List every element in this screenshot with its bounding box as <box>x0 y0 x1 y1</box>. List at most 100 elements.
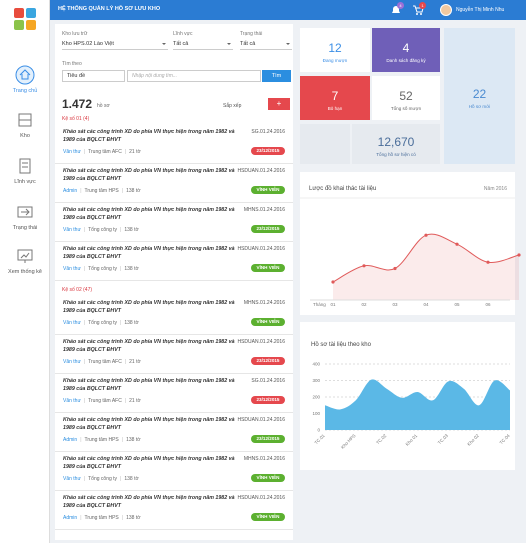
record-pages: 138 tờ <box>124 227 139 233</box>
y-tick-label: 300 <box>312 378 320 383</box>
field-select[interactable]: Tất cả <box>173 40 233 50</box>
record-unit: Tổng công ty <box>88 476 118 482</box>
y-tick-label: 400 <box>312 362 320 367</box>
record-unit: Trung tâm HPS <box>84 188 119 194</box>
stat-card: 22 Hồ sơ mới <box>444 28 515 164</box>
line-area <box>333 234 519 300</box>
avatar[interactable] <box>440 4 452 16</box>
record-title: Khảo sát các công trình XD do phía VN th… <box>63 417 235 431</box>
area <box>325 379 510 430</box>
nav-item[interactable]: Xem thống kê <box>8 269 42 275</box>
status-icon[interactable] <box>17 204 33 220</box>
record-unit: hồ sơ <box>97 103 110 109</box>
separator: | <box>83 320 86 326</box>
cart-badge: 1 <box>419 2 426 9</box>
home-icon[interactable] <box>15 65 35 85</box>
filter-label: Kho lưu trữ <box>62 31 88 37</box>
filter-label: Trạng thái <box>240 31 263 37</box>
separator: | <box>83 398 86 404</box>
stat-value: 22 <box>472 87 487 101</box>
separator: | <box>120 266 122 272</box>
store-icon[interactable] <box>17 112 33 128</box>
record-title: Khảo sát các công trình XD do phía VN th… <box>63 246 235 260</box>
record-unit: Tổng công ty <box>88 266 118 272</box>
stat-label: Hồ sơ mới <box>468 104 491 109</box>
stats-icon[interactable] <box>17 248 33 264</box>
record-title: Khảo sát các công trình XD do phía VN th… <box>63 129 235 143</box>
search-button[interactable]: Tìm <box>262 70 291 82</box>
record-badge: VĨNH VIỄN <box>251 264 285 272</box>
record-item[interactable]: Khảo sát các công trình XD do phía VN th… <box>55 242 293 281</box>
stat-label: Tổng số mượn <box>390 106 422 111</box>
chart-title: Lược đồ khai thác tài liệu <box>309 186 376 192</box>
separator: | <box>83 266 86 272</box>
record-code: HSDUAN.01.24.2016 <box>237 168 285 174</box>
record-badge: 23/12/2015 <box>251 225 285 233</box>
record-code: HSDUAN.01.24.2016 <box>237 495 285 501</box>
record-item[interactable]: Khảo sát các công trình XD do phía VN th… <box>55 203 293 242</box>
logo <box>14 8 36 30</box>
nav-item[interactable]: Kho <box>20 133 30 139</box>
store-select[interactable]: Kho HPS.02 Lào Việt <box>62 40 168 50</box>
record-item[interactable]: Khảo sát các công trình XD do phía VN th… <box>55 413 293 452</box>
y-tick-label: 0 <box>317 428 320 433</box>
record-owner: Admin <box>63 515 78 521</box>
record-owner: Văn thư <box>63 266 81 272</box>
record-meta: Văn thư | Trung tâm AFC | 21 tờ <box>63 359 141 365</box>
record-pages: 21 tờ <box>129 359 141 365</box>
user-name[interactable]: Nguyễn Thị Minh Nhu <box>456 7 505 13</box>
nav-item[interactable]: Lĩnh vực <box>14 179 36 185</box>
nav-item[interactable]: Trạng thái <box>12 225 38 231</box>
record-badge: VĨNH VIỄN <box>251 186 285 194</box>
search-input[interactable]: Nhập nội dung tìm... <box>127 70 261 82</box>
nav-item[interactable]: Trang chủ <box>12 88 38 94</box>
data-point <box>424 233 428 237</box>
data-point <box>455 242 459 246</box>
record-unit: Trung tâm AFC <box>88 149 122 155</box>
record-meta: Admin | Trung tâm HPS | 138 tờ <box>63 188 141 194</box>
search-by-select[interactable]: Tiêu đề <box>62 70 125 82</box>
record-item[interactable]: Khảo sát các công trình XD do phía VN th… <box>55 452 293 491</box>
record-code: SG.01.24.2016 <box>251 129 285 135</box>
record-code: HSDUAN.01.24.2016 <box>237 417 285 423</box>
x-tick-label: 02 <box>361 302 367 307</box>
record-badge: 23/12/2015 <box>251 435 285 443</box>
record-pages: 138 tờ <box>126 188 141 194</box>
record-owner: Admin <box>63 188 78 194</box>
stat-value: 12,670 <box>377 135 415 149</box>
stat-value: 7 <box>331 89 339 103</box>
sort-select[interactable]: Sắp xếp <box>223 103 242 109</box>
record-meta: Admin | Trung tâm HPS | 138 tờ <box>63 515 141 521</box>
x-tick-label: 01 <box>330 302 336 307</box>
record-item[interactable]: Khảo sát các công trình XD do phía VN th… <box>55 164 293 203</box>
record-pages: 138 tờ <box>126 437 141 443</box>
record-code: SG.01.24.2016 <box>251 378 285 384</box>
data-point <box>362 264 366 268</box>
record-item[interactable]: Khảo sát các công trình XD do phía VN th… <box>55 335 293 374</box>
record-title: Khảo sát các công trình XD do phía VN th… <box>63 207 235 221</box>
separator: | <box>120 227 122 233</box>
separator: | <box>83 359 86 365</box>
record-title: Khảo sát các công trình XD do phía VN th… <box>63 495 235 509</box>
record-owner: Admin <box>63 437 78 443</box>
stat-label: Đang mượn <box>322 58 348 63</box>
record-meta: Admin | Trung tâm HPS | 138 tờ <box>63 437 141 443</box>
field-icon[interactable] <box>17 158 33 174</box>
separator: | <box>124 359 127 365</box>
record-item[interactable]: Khảo sát các công trình XD do phía VN th… <box>55 374 293 413</box>
status-select[interactable]: Tất cả <box>240 40 292 50</box>
x-tick-label: 06 <box>485 302 491 307</box>
add-button[interactable]: + <box>268 98 290 110</box>
record-item[interactable]: Khảo sát các công trình XD do phía VN th… <box>55 125 293 164</box>
line-chart-panel <box>300 172 515 315</box>
record-item[interactable]: Khảo sát các công trình XD do phía VN th… <box>55 491 293 530</box>
record-item[interactable]: Khảo sát các công trình XD do phía VN th… <box>55 296 293 335</box>
x-tick-label: TC.02 <box>375 433 388 446</box>
record-title: Khảo sát các công trình XD do phía VN th… <box>63 339 235 353</box>
record-owner: Văn thư <box>63 398 81 404</box>
record-meta: Văn thư | Tổng công ty | 138 tờ <box>63 266 139 272</box>
separator: | <box>83 476 86 482</box>
record-pages: 21 tờ <box>129 149 141 155</box>
